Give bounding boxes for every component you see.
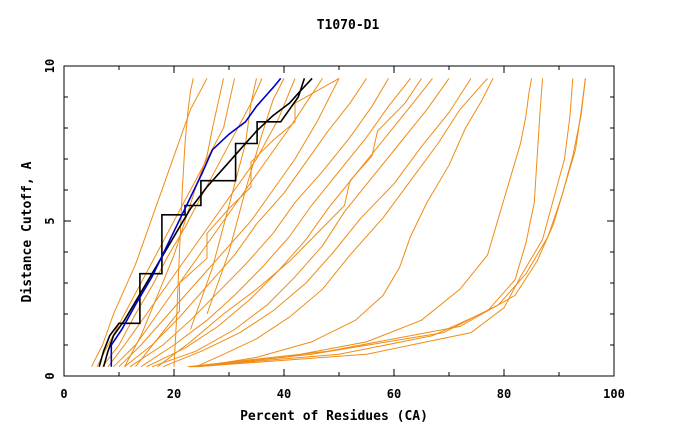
series-line-7	[113, 78, 323, 368]
x-tick-label: 20	[167, 387, 181, 401]
x-tick-label: 100	[603, 387, 625, 401]
series-line-19	[195, 78, 488, 368]
series-line-6	[107, 78, 296, 368]
chart-title: T1070-D1	[317, 18, 380, 33]
y-tick-label: 5	[43, 217, 57, 224]
y-tick-label: 10	[43, 59, 57, 73]
series-line-25	[195, 78, 574, 368]
series-line-2	[98, 78, 306, 367]
series-line-14	[135, 77, 340, 368]
series-line-16	[162, 78, 472, 368]
series-line-5	[102, 78, 263, 368]
series-line-10	[129, 78, 389, 368]
series-line-22	[198, 78, 494, 368]
series-line-21	[206, 78, 285, 315]
axes: 0 20 40 60 80 100 0 5 10	[43, 59, 625, 401]
y-axis-label: Distance Cutoff, A	[20, 161, 35, 302]
series-line-8	[118, 78, 340, 368]
series-line-17	[124, 78, 224, 367]
series-line-24	[190, 78, 543, 368]
x-axis-label: Percent of Residues (CA)	[240, 409, 428, 424]
series-line-27	[187, 78, 586, 368]
x-tick-label: 80	[497, 387, 511, 401]
series-line-15	[157, 78, 422, 368]
series-line-13	[151, 78, 450, 368]
series-line-11	[140, 78, 411, 368]
series-line-23	[190, 78, 532, 368]
series-line-26	[193, 78, 586, 368]
series-line-20	[190, 78, 257, 330]
series-line-18	[173, 78, 194, 367]
y-tick-label: 0	[43, 372, 57, 379]
series-line-12	[146, 78, 433, 368]
x-tick-label: 40	[277, 387, 291, 401]
series-line-0	[110, 77, 282, 367]
series-line-4	[96, 78, 235, 367]
x-tick-label: 60	[387, 387, 401, 401]
series-line-9	[124, 78, 367, 368]
x-tick-label: 0	[60, 387, 67, 401]
plot-area	[91, 77, 586, 368]
series-line-3	[91, 78, 208, 367]
